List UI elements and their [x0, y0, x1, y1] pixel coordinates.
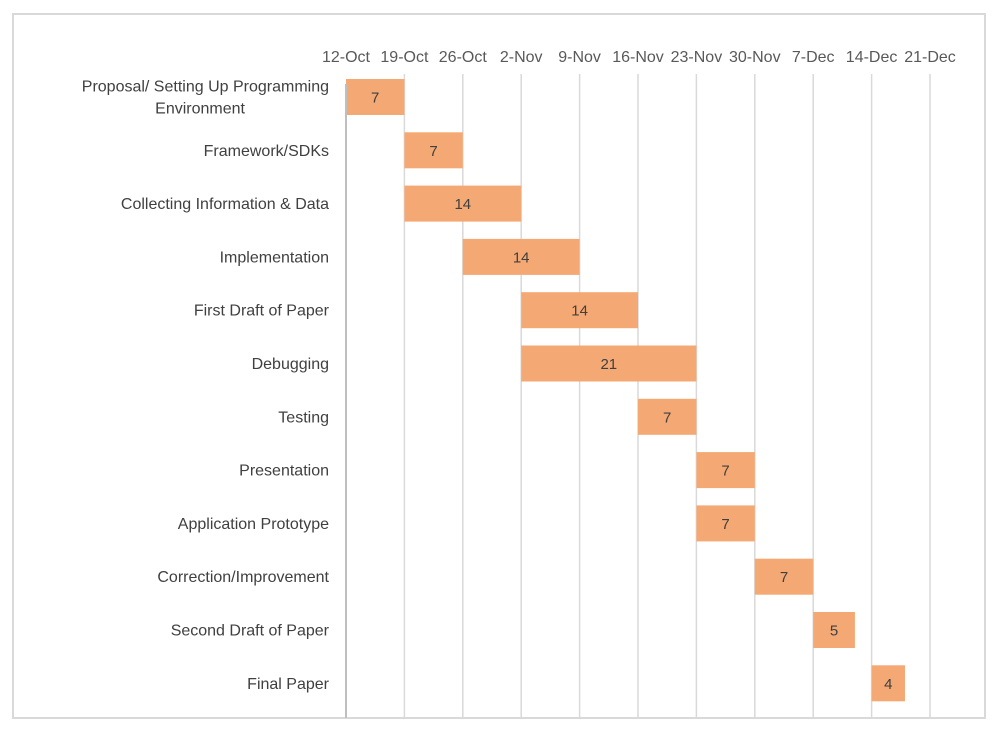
task-bar [813, 612, 855, 648]
bar-duration-label: 7 [721, 463, 729, 480]
task-bar [404, 185, 522, 222]
x-tick-label: 26-Oct [439, 49, 488, 66]
x-tick-label: 9-Nov [558, 49, 601, 66]
task-bar [696, 452, 755, 489]
task-label-line: Proposal/ Setting Up Programming [82, 79, 329, 96]
x-tick-label: 23-Nov [671, 49, 723, 66]
x-tick-label: 19-Oct [380, 49, 429, 66]
task-bar [754, 558, 814, 595]
task-bar [521, 345, 697, 382]
x-tick-label: 16-Nov [612, 49, 664, 66]
bar-duration-label: 7 [780, 569, 788, 586]
task-bar [346, 79, 405, 115]
task-bar [404, 132, 463, 169]
task-label: Testing [278, 409, 329, 426]
bar-duration-label: 7 [663, 409, 671, 426]
task-label: Framework/SDKs [204, 143, 329, 160]
x-tick-label: 30-Nov [729, 49, 781, 66]
bar-duration-label: 7 [721, 516, 729, 533]
bar-duration-label: 14 [513, 249, 530, 266]
task-bar [696, 505, 755, 542]
task-bar [638, 398, 697, 435]
task-bar [521, 292, 638, 329]
task-bar [871, 665, 905, 702]
bar-duration-label: 14 [454, 196, 471, 213]
task-label: Collecting Information & Data [121, 196, 329, 213]
bar-duration-label: 5 [830, 623, 838, 640]
x-tick-label: 12-Oct [322, 49, 371, 66]
task-label: Presentation [239, 463, 329, 480]
task-label: Implementation [220, 249, 329, 266]
bar-duration-label: 4 [884, 676, 892, 693]
x-tick-label: 14-Dec [846, 49, 898, 66]
task-label: Correction/Improvement [157, 569, 329, 586]
task-label: Debugging [252, 356, 329, 373]
x-tick-label: 21-Dec [904, 49, 956, 66]
task-label: Final Paper [247, 676, 329, 693]
task-label: Proposal/ Setting Up Programming Environm… [82, 79, 329, 118]
bar-duration-label: 21 [600, 356, 617, 373]
chart-frame [12, 13, 986, 719]
task-label: Second Draft of Paper [171, 623, 330, 640]
task-label-line: Environment [155, 101, 245, 118]
x-tick-label: 2-Nov [500, 49, 543, 66]
task-bar [462, 238, 580, 275]
bar-duration-label: 7 [371, 90, 379, 107]
bar-duration-label: 14 [571, 303, 588, 320]
task-label: Application Prototype [178, 516, 329, 533]
x-tick-label: 7-Dec [792, 49, 835, 66]
task-label: First Draft of Paper [194, 303, 330, 320]
bar-duration-label: 7 [429, 143, 437, 160]
